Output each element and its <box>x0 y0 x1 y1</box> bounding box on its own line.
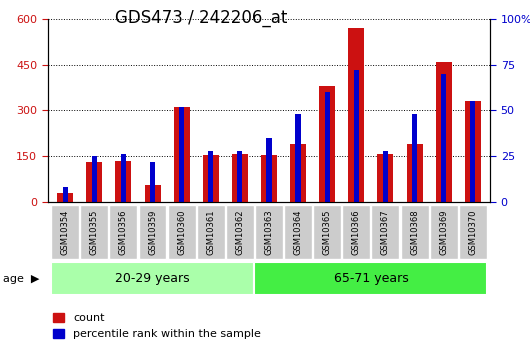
Text: age  ▶: age ▶ <box>3 274 39 284</box>
Bar <box>174 107 190 202</box>
Text: GSM10355: GSM10355 <box>90 209 99 255</box>
FancyBboxPatch shape <box>313 205 341 259</box>
FancyBboxPatch shape <box>50 262 254 295</box>
FancyBboxPatch shape <box>226 205 254 259</box>
FancyBboxPatch shape <box>81 205 108 259</box>
Text: GSM10370: GSM10370 <box>469 209 478 255</box>
Bar <box>57 193 73 202</box>
Legend: count, percentile rank within the sample: count, percentile rank within the sample <box>53 313 261 339</box>
Bar <box>412 114 417 202</box>
Text: GSM10369: GSM10369 <box>439 209 448 255</box>
FancyBboxPatch shape <box>401 205 429 259</box>
Bar <box>179 107 184 202</box>
Text: 65-71 years: 65-71 years <box>333 272 408 285</box>
Text: GSM10367: GSM10367 <box>381 209 390 255</box>
Text: GSM10360: GSM10360 <box>177 209 186 255</box>
Bar <box>383 151 388 202</box>
FancyBboxPatch shape <box>430 205 457 259</box>
FancyBboxPatch shape <box>255 205 283 259</box>
Text: GSM10363: GSM10363 <box>264 209 273 255</box>
Bar <box>348 28 364 202</box>
Bar <box>86 162 102 202</box>
Bar <box>261 155 277 202</box>
Bar <box>465 101 481 202</box>
Text: GSM10365: GSM10365 <box>323 209 332 255</box>
FancyBboxPatch shape <box>254 262 488 295</box>
Bar <box>354 70 359 202</box>
FancyBboxPatch shape <box>372 205 400 259</box>
Bar <box>150 161 155 202</box>
Text: GSM10359: GSM10359 <box>148 209 157 255</box>
FancyBboxPatch shape <box>284 205 312 259</box>
Bar <box>63 187 68 202</box>
Text: GSM10361: GSM10361 <box>206 209 215 255</box>
Text: GSM10366: GSM10366 <box>352 209 361 255</box>
Text: GSM10362: GSM10362 <box>235 209 244 255</box>
FancyBboxPatch shape <box>342 205 370 259</box>
Bar <box>237 151 243 202</box>
Bar <box>441 74 446 202</box>
Bar <box>267 138 271 202</box>
Bar <box>436 62 452 202</box>
Bar <box>208 151 214 202</box>
Text: GSM10368: GSM10368 <box>410 209 419 255</box>
FancyBboxPatch shape <box>167 205 196 259</box>
Bar <box>145 185 161 202</box>
Bar <box>295 114 301 202</box>
Bar <box>319 86 335 202</box>
Bar <box>203 155 219 202</box>
FancyBboxPatch shape <box>459 205 487 259</box>
Text: GSM10356: GSM10356 <box>119 209 128 255</box>
FancyBboxPatch shape <box>138 205 166 259</box>
Bar <box>377 154 393 202</box>
Text: GSM10364: GSM10364 <box>294 209 303 255</box>
FancyBboxPatch shape <box>109 205 137 259</box>
Bar <box>232 154 248 202</box>
Bar <box>290 144 306 202</box>
FancyBboxPatch shape <box>51 205 79 259</box>
Bar <box>324 92 330 202</box>
FancyBboxPatch shape <box>197 205 225 259</box>
Bar <box>92 156 97 202</box>
Text: GSM10354: GSM10354 <box>60 209 69 255</box>
Bar <box>470 101 475 202</box>
Text: 20-29 years: 20-29 years <box>115 272 190 285</box>
Bar <box>116 161 131 202</box>
Text: GDS473 / 242206_at: GDS473 / 242206_at <box>115 9 288 27</box>
Bar <box>407 144 422 202</box>
Bar <box>121 154 126 202</box>
